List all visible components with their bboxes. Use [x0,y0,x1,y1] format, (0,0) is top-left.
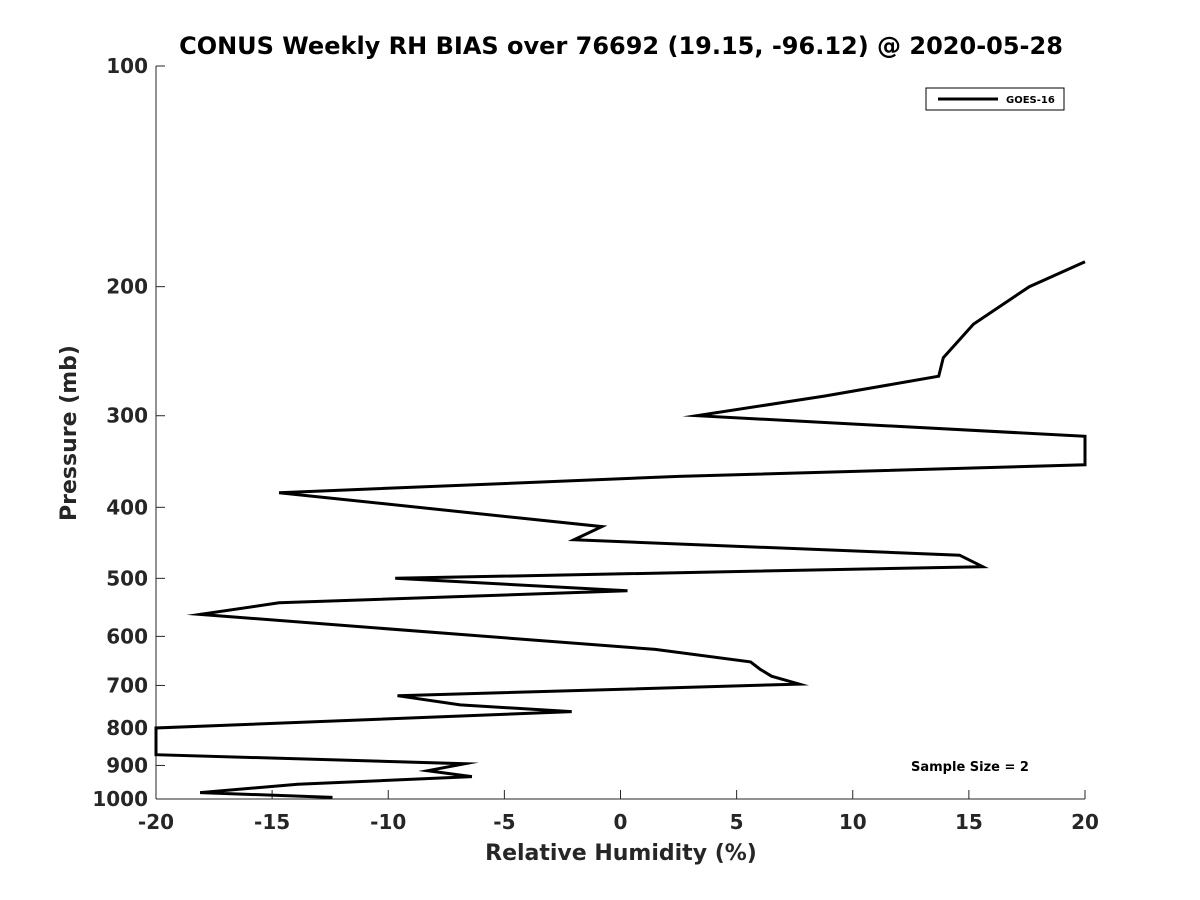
y-tick-label: 200 [106,275,148,299]
x-tick-label: 20 [1071,810,1099,834]
y-tick-label: 800 [106,716,148,740]
x-axis-label: Relative Humidity (%) [485,841,757,866]
x-tick-label: 15 [955,810,983,834]
y-tick-label: 700 [106,673,148,697]
sample-size-annotation: Sample Size = 2 [911,760,1029,775]
y-tick-label: 500 [106,566,148,590]
x-tick-label: -20 [138,810,174,834]
x-tick-label: 10 [839,810,867,834]
chart-title: CONUS Weekly RH BIAS over 76692 (19.15, … [179,32,1063,60]
y-tick-label: 600 [106,624,148,648]
legend: GOES-16 [925,87,1065,111]
y-axis-label: Pressure (mb) [57,345,82,521]
x-tick-label: -5 [493,810,515,834]
x-tick-label: 5 [730,810,744,834]
x-tick-label: -15 [254,810,290,834]
x-tick-label: 0 [614,810,628,834]
y-tick-label: 400 [106,495,148,519]
series-line-goes-16 [154,260,1087,799]
x-tick-label: -10 [370,810,406,834]
series-layer [154,260,1087,799]
y-tick-label: 1000 [92,787,148,811]
y-tick-label: 900 [106,753,148,777]
axes: -20 -15 -10 -5 0 5 10 15 20 100 200 300 400 500 600 700… [92,54,1099,834]
legend-label-goes-16: GOES-16 [1006,95,1055,106]
y-tick-label: 300 [106,404,148,428]
y-tick-label: 100 [106,54,148,78]
